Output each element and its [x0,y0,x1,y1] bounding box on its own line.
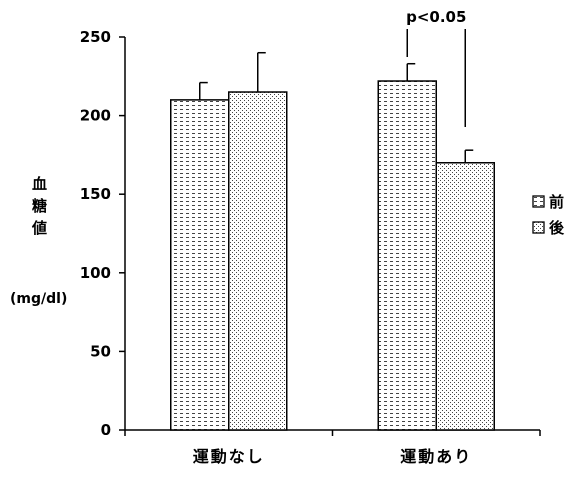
y-axis-unit: (mg/dl) [10,291,68,307]
axis-labels: 0 50 100 150 200 250 運動なし 運動あり [80,28,472,466]
bar-pre-1 [377,80,437,431]
significance-label: p<0.05 [406,8,466,26]
significance-annotation: p<0.05 [406,8,466,127]
y-tick-label: 150 [80,185,111,203]
x-category-label: 運動あり [400,447,472,466]
y-tick-label: 250 [80,28,111,46]
bar-post-0 [228,91,288,431]
y-tick-label: 50 [90,342,111,360]
bar-pre-0 [170,99,230,431]
x-category-label: 運動なし [193,447,265,466]
y-axis-title-char-1: 血 [32,175,48,193]
bar-post-1 [435,162,495,431]
y-axis-title-char-2: 糖 [32,197,48,215]
legend-swatch [532,221,545,234]
y-tick-label: 0 [101,421,111,439]
error-bars [199,51,474,163]
legend-label: 前 [549,193,564,211]
bars [170,80,495,431]
y-tick-label: 200 [80,107,111,125]
y-tick-label: 100 [80,264,111,282]
y-axis-title-char-3: 値 [32,219,48,237]
legend-label: 後 [548,219,565,237]
legend: 前後 [532,193,565,237]
legend-swatch [532,195,545,208]
